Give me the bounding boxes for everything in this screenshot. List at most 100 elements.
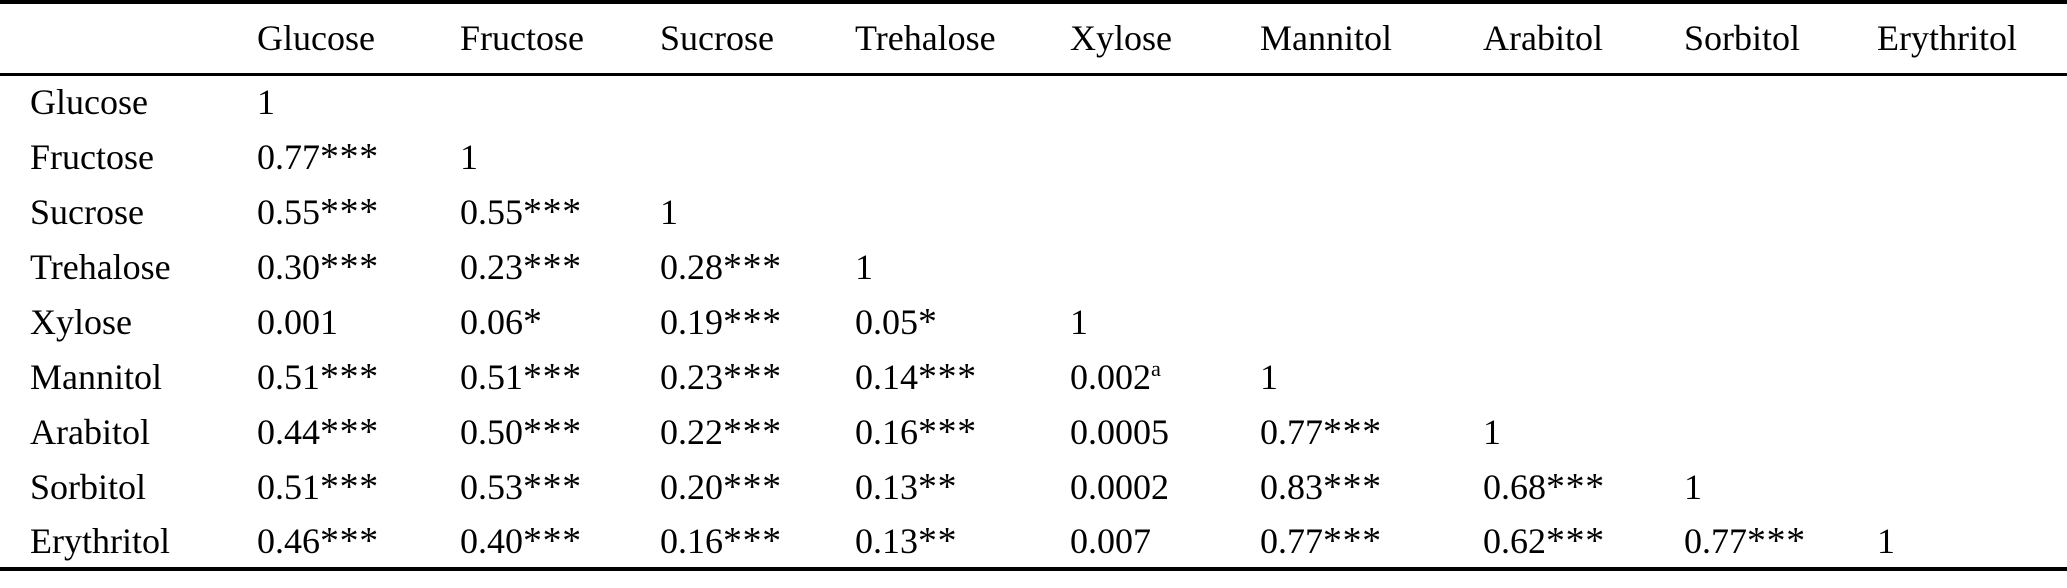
significance-stars: ***	[1546, 465, 1605, 508]
table-cell: 0.0005	[1070, 411, 1169, 452]
table-cell: 0.05*	[855, 300, 938, 343]
header-row: Glucose Fructose Sucrose Trehalose Xylose Man…	[0, 2, 2067, 74]
significance-stars: ***	[523, 245, 582, 288]
table-cell	[1483, 239, 1684, 294]
table-cell: 1	[460, 136, 478, 177]
footnote-marker: a	[1151, 355, 1161, 381]
table-cell: 0.0002	[1070, 466, 1169, 507]
table-cell: 1	[257, 82, 275, 123]
table-cell	[1483, 184, 1684, 239]
row-label-mannitol: Mannitol	[30, 356, 162, 397]
row-label-sucrose: Sucrose	[30, 191, 144, 232]
table-row: Xylose 0.001 0.06* 0.19*** 0.05* 1	[0, 294, 2067, 349]
significance-stars: ***	[1323, 410, 1382, 453]
column-header-erythritol: Erythritol	[1877, 18, 2017, 59]
table-cell	[1070, 74, 1260, 129]
row-label-arabitol: Arabitol	[30, 411, 150, 452]
significance-stars: **	[918, 465, 958, 508]
table-cell	[1684, 349, 1877, 404]
table-row: Erythritol 0.46*** 0.40*** 0.16*** 0.13** 0.0…	[0, 514, 2067, 569]
table-cell	[660, 129, 855, 184]
table-row: Trehalose 0.30*** 0.23*** 0.28*** 1	[0, 239, 2067, 294]
table-cell: 0.77***	[1260, 410, 1382, 453]
significance-stars: ***	[320, 245, 379, 288]
significance-stars: ***	[723, 300, 782, 343]
column-header-xylose: Xylose	[1070, 18, 1172, 59]
significance-stars: ***	[723, 245, 782, 288]
table-cell	[1877, 74, 2067, 129]
significance-stars: ***	[523, 355, 582, 398]
table-cell	[1877, 349, 2067, 404]
table-cell	[1684, 184, 1877, 239]
significance-stars: ***	[1747, 519, 1806, 562]
table-cell: 1	[1483, 411, 1501, 452]
significance-stars: ***	[320, 519, 379, 562]
table-cell: 1	[1684, 466, 1702, 507]
row-label-fructose: Fructose	[30, 136, 154, 177]
table-row: Mannitol 0.51*** 0.51*** 0.23*** 0.14*** 0.00…	[0, 349, 2067, 404]
column-header-sorbitol: Sorbitol	[1684, 18, 1801, 59]
table-cell	[855, 184, 1070, 239]
table-cell	[1260, 129, 1483, 184]
significance-stars: ***	[723, 355, 782, 398]
table-cell	[660, 74, 855, 129]
column-header-arabitol: Arabitol	[1483, 18, 1603, 59]
significance-stars: ***	[523, 519, 582, 562]
table-cell	[1070, 129, 1260, 184]
table-cell: 0.06*	[460, 300, 543, 343]
table-cell	[1877, 404, 2067, 459]
table-cell: 1	[660, 191, 678, 232]
table-cell	[460, 74, 660, 129]
table-cell: 0.13**	[855, 465, 958, 508]
significance-stars: ***	[723, 410, 782, 453]
table-cell: 0.50***	[460, 410, 582, 453]
row-label-trehalose: Trehalose	[30, 246, 171, 287]
table-cell: 0.77***	[257, 135, 379, 178]
column-header-trehalose: Trehalose	[855, 18, 996, 59]
significance-stars: *	[918, 300, 938, 343]
table-cell	[1684, 294, 1877, 349]
table-cell: 0.55***	[257, 190, 379, 233]
table-cell	[1260, 294, 1483, 349]
column-header-mannitol: Mannitol	[1260, 18, 1392, 59]
table-cell: 0.40***	[460, 519, 582, 562]
significance-stars: ***	[523, 465, 582, 508]
table-cell	[1260, 74, 1483, 129]
table-cell: 0.16***	[660, 519, 782, 562]
table-cell: 0.28***	[660, 245, 782, 288]
table-header: Glucose Fructose Sucrose Trehalose Xylose Man…	[0, 2, 2067, 74]
table-cell: 0.001	[257, 301, 338, 342]
significance-stars: ***	[523, 410, 582, 453]
table-cell: 0.23***	[460, 245, 582, 288]
column-header-fructose: Fructose	[460, 18, 584, 59]
table-cell: 0.13**	[855, 519, 958, 562]
table-cell	[1483, 74, 1684, 129]
significance-stars: ***	[320, 135, 379, 178]
table-cell: 0.55***	[460, 190, 582, 233]
significance-stars: ***	[723, 519, 782, 562]
table-cell	[1684, 239, 1877, 294]
column-header-sucrose: Sucrose	[660, 18, 774, 59]
significance-stars: ***	[1323, 465, 1382, 508]
table-cell	[1070, 239, 1260, 294]
row-label-glucose: Glucose	[30, 82, 148, 123]
table-body: Glucose 1 Fructose 0.77*** 1 Sucrose 0.55*** 0.…	[0, 74, 2067, 569]
column-header-glucose: Glucose	[257, 18, 375, 59]
table-cell: 0.14***	[855, 355, 977, 398]
significance-stars: ***	[723, 465, 782, 508]
significance-stars: ***	[918, 410, 977, 453]
table-cell: 0.77***	[1260, 519, 1382, 562]
table-cell: 0.22***	[660, 410, 782, 453]
table-cell	[1070, 184, 1260, 239]
table-cell: 0.68***	[1483, 465, 1605, 508]
significance-stars: **	[918, 519, 958, 562]
table-cell	[1684, 129, 1877, 184]
table-row: Sorbitol 0.51*** 0.53*** 0.20*** 0.13** 0.000…	[0, 459, 2067, 514]
significance-stars: ***	[320, 465, 379, 508]
table-cell: 1	[1260, 356, 1278, 397]
table-cell: 0.51***	[257, 465, 379, 508]
table-cell	[855, 129, 1070, 184]
row-label-sorbitol: Sorbitol	[30, 466, 147, 507]
table-cell: 0.44***	[257, 410, 379, 453]
significance-stars: ***	[1323, 519, 1382, 562]
